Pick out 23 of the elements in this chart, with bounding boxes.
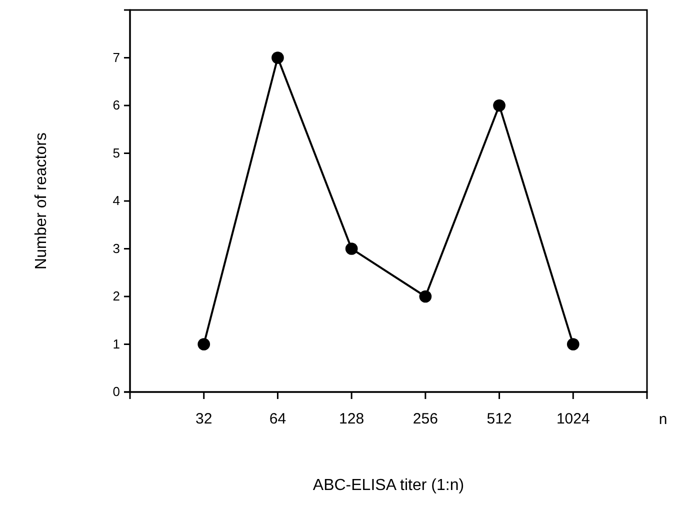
- point: [566, 338, 580, 350]
- text: n: [658, 411, 668, 428]
- y-tick-label: 2: [112, 288, 120, 304]
- y-tick-label: 3: [112, 240, 120, 256]
- x-axis-title: ABC-ELISA titer (1:n): [312, 477, 464, 494]
- y-axis-title: Number of reactors: [33, 132, 50, 270]
- x-tick-label: 256: [412, 410, 438, 428]
- point: [419, 290, 432, 303]
- y-tick-label: 5: [112, 145, 120, 160]
- y-tick-label: 0: [112, 384, 120, 400]
- x-tick-label: 32: [196, 410, 212, 428]
- point: [198, 338, 210, 350]
- point: [272, 52, 284, 64]
- x-tick-label: 512: [486, 410, 512, 428]
- point: [345, 242, 358, 255]
- y-tick-label: 1: [112, 336, 120, 352]
- y-tick-label: 7: [112, 50, 120, 65]
- x-tick-label: 128: [339, 410, 364, 428]
- y-tick-label: 4: [112, 193, 120, 208]
- x-tick-label: 64: [269, 410, 286, 428]
- y-tick-label: 6: [112, 98, 120, 113]
- point: [493, 99, 506, 112]
- x-tick-label: 1024: [556, 410, 590, 428]
